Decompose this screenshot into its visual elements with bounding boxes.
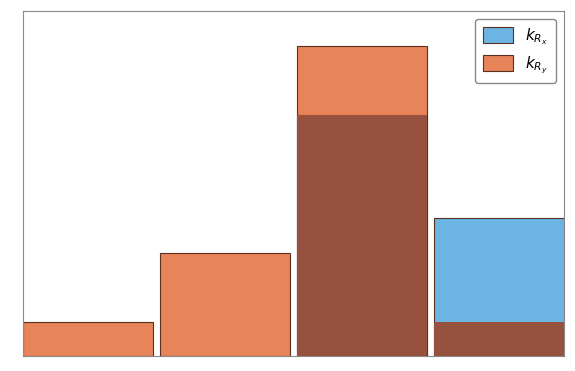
Bar — [23, 322, 153, 356]
Bar — [434, 218, 564, 356]
Bar — [160, 253, 290, 356]
Bar — [434, 322, 564, 356]
Bar — [297, 115, 427, 356]
Bar — [434, 322, 564, 356]
Bar — [297, 46, 427, 356]
Bar — [297, 115, 427, 356]
Legend: $k_{R_x}$, $k_{R_y}$: $k_{R_x}$, $k_{R_y}$ — [475, 19, 556, 83]
